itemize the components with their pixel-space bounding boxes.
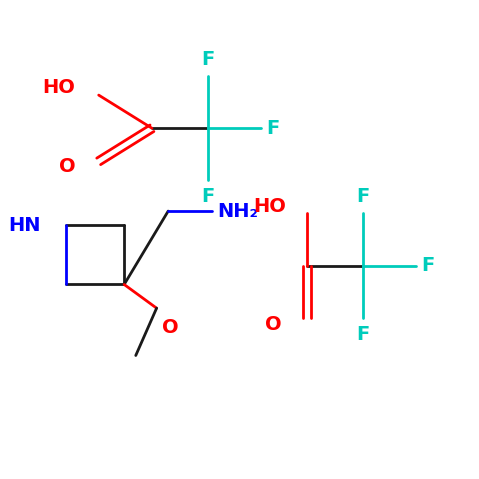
Text: HN: HN [8,216,41,235]
Text: F: F [201,50,214,69]
Text: NH₂: NH₂ [217,202,258,221]
Text: HO: HO [253,197,286,216]
Text: F: F [266,119,280,138]
Text: O: O [162,318,179,337]
Text: HO: HO [43,79,76,98]
Text: F: F [356,325,369,344]
Text: F: F [422,256,435,275]
Text: F: F [201,187,214,206]
Text: O: O [265,315,282,334]
Text: O: O [59,157,76,176]
Text: F: F [356,187,369,206]
